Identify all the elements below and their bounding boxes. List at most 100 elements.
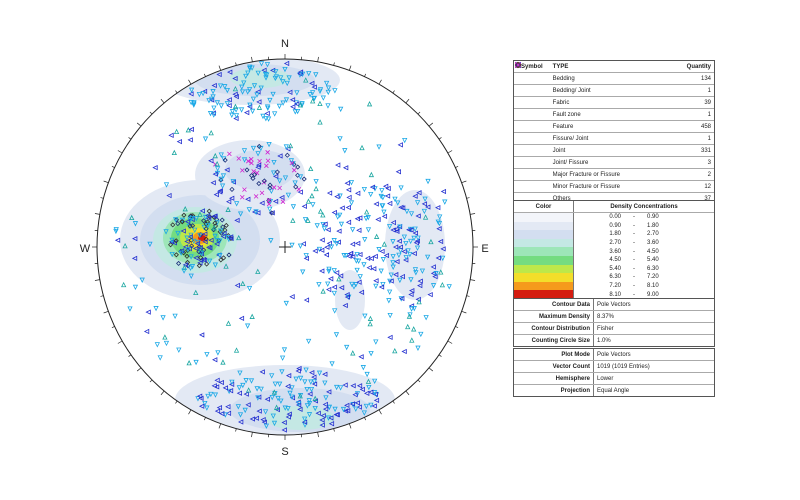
tick — [348, 65, 352, 71]
type-cell: Joint/ Fissure — [552, 159, 589, 166]
symbol — [385, 185, 391, 192]
symbol — [262, 409, 269, 415]
symbol — [281, 419, 287, 426]
symbol — [229, 186, 235, 192]
symbol — [373, 397, 380, 403]
symbol — [172, 313, 178, 320]
symbol — [217, 228, 224, 234]
symbol — [289, 242, 295, 249]
symbol — [373, 339, 379, 345]
symbol — [280, 100, 286, 106]
symbol — [288, 158, 295, 164]
symbol — [379, 188, 385, 194]
symbol — [311, 84, 317, 90]
symbol — [210, 89, 216, 95]
symbol — [386, 200, 393, 207]
symbol — [414, 238, 420, 244]
symbol — [306, 71, 312, 77]
symbol — [338, 221, 345, 228]
symbol — [301, 176, 307, 182]
symbol — [364, 371, 370, 378]
tick — [175, 400, 178, 404]
symbol — [255, 268, 261, 274]
color-swatch — [514, 273, 574, 282]
symbol — [435, 204, 441, 211]
symbol — [411, 235, 417, 242]
tick — [235, 62, 237, 66]
symbol — [440, 255, 446, 262]
symbol — [290, 204, 297, 210]
symbol — [244, 323, 251, 329]
tick — [111, 326, 115, 329]
symbol — [412, 193, 418, 199]
symbol — [289, 385, 295, 391]
tick — [103, 310, 109, 314]
symbol — [226, 102, 232, 109]
symbol — [412, 267, 419, 273]
density-row: 6.30 - 7.20 — [514, 273, 714, 282]
separator: - — [633, 222, 635, 229]
symbol — [412, 226, 418, 232]
symbol — [214, 377, 220, 383]
symbol — [219, 410, 225, 417]
legend-row: Fissure/ Joint 1 — [514, 62, 714, 145]
symbol — [313, 72, 319, 78]
symbol — [340, 406, 347, 413]
symbol — [376, 247, 382, 253]
symbol — [345, 204, 351, 211]
symbol — [408, 227, 414, 233]
symbol — [408, 306, 415, 312]
symbol — [212, 392, 219, 398]
symbol — [342, 302, 348, 309]
symbol — [357, 251, 363, 258]
symbol — [262, 71, 269, 78]
tick — [455, 165, 459, 168]
symbol — [285, 414, 291, 420]
symbol — [423, 315, 429, 321]
symbol — [328, 244, 335, 250]
symbol — [335, 239, 341, 245]
symbol — [413, 240, 419, 246]
symbol — [256, 104, 263, 110]
symbol — [132, 235, 138, 242]
symbol — [333, 384, 340, 391]
symbol — [216, 189, 223, 195]
tick — [378, 409, 382, 415]
symbol — [255, 395, 261, 401]
quantity-cell: 39 — [704, 99, 711, 106]
info-label: Vector Count — [514, 361, 594, 372]
separator: - — [633, 257, 635, 264]
symbol — [239, 89, 246, 95]
symbol — [386, 298, 392, 304]
symbol — [366, 384, 372, 391]
symbol — [218, 379, 224, 386]
symbol — [310, 98, 316, 104]
symbol — [308, 165, 314, 172]
symbol — [152, 164, 158, 171]
symbol — [299, 102, 305, 108]
symbol — [416, 298, 422, 305]
symbol — [368, 255, 374, 262]
legend-row: Bedding/ Joint 1 — [514, 62, 714, 97]
symbol — [337, 273, 344, 279]
color-swatch — [514, 255, 574, 265]
symbol — [169, 251, 175, 258]
symbol — [212, 152, 218, 159]
symbol — [184, 219, 191, 225]
symbol — [201, 257, 208, 263]
symbol-cell — [514, 62, 550, 96]
symbol — [193, 289, 199, 296]
symbol — [247, 66, 253, 72]
symbol — [311, 381, 318, 387]
symbol — [353, 406, 359, 412]
symbol — [425, 178, 431, 185]
symbol — [331, 238, 337, 244]
tick — [203, 73, 206, 77]
tick — [428, 367, 434, 372]
symbol-cell — [514, 61, 550, 108]
symbol — [249, 65, 255, 71]
symbol — [243, 378, 249, 384]
symbol — [335, 214, 341, 220]
symbol — [300, 241, 306, 247]
symbol — [203, 226, 209, 232]
